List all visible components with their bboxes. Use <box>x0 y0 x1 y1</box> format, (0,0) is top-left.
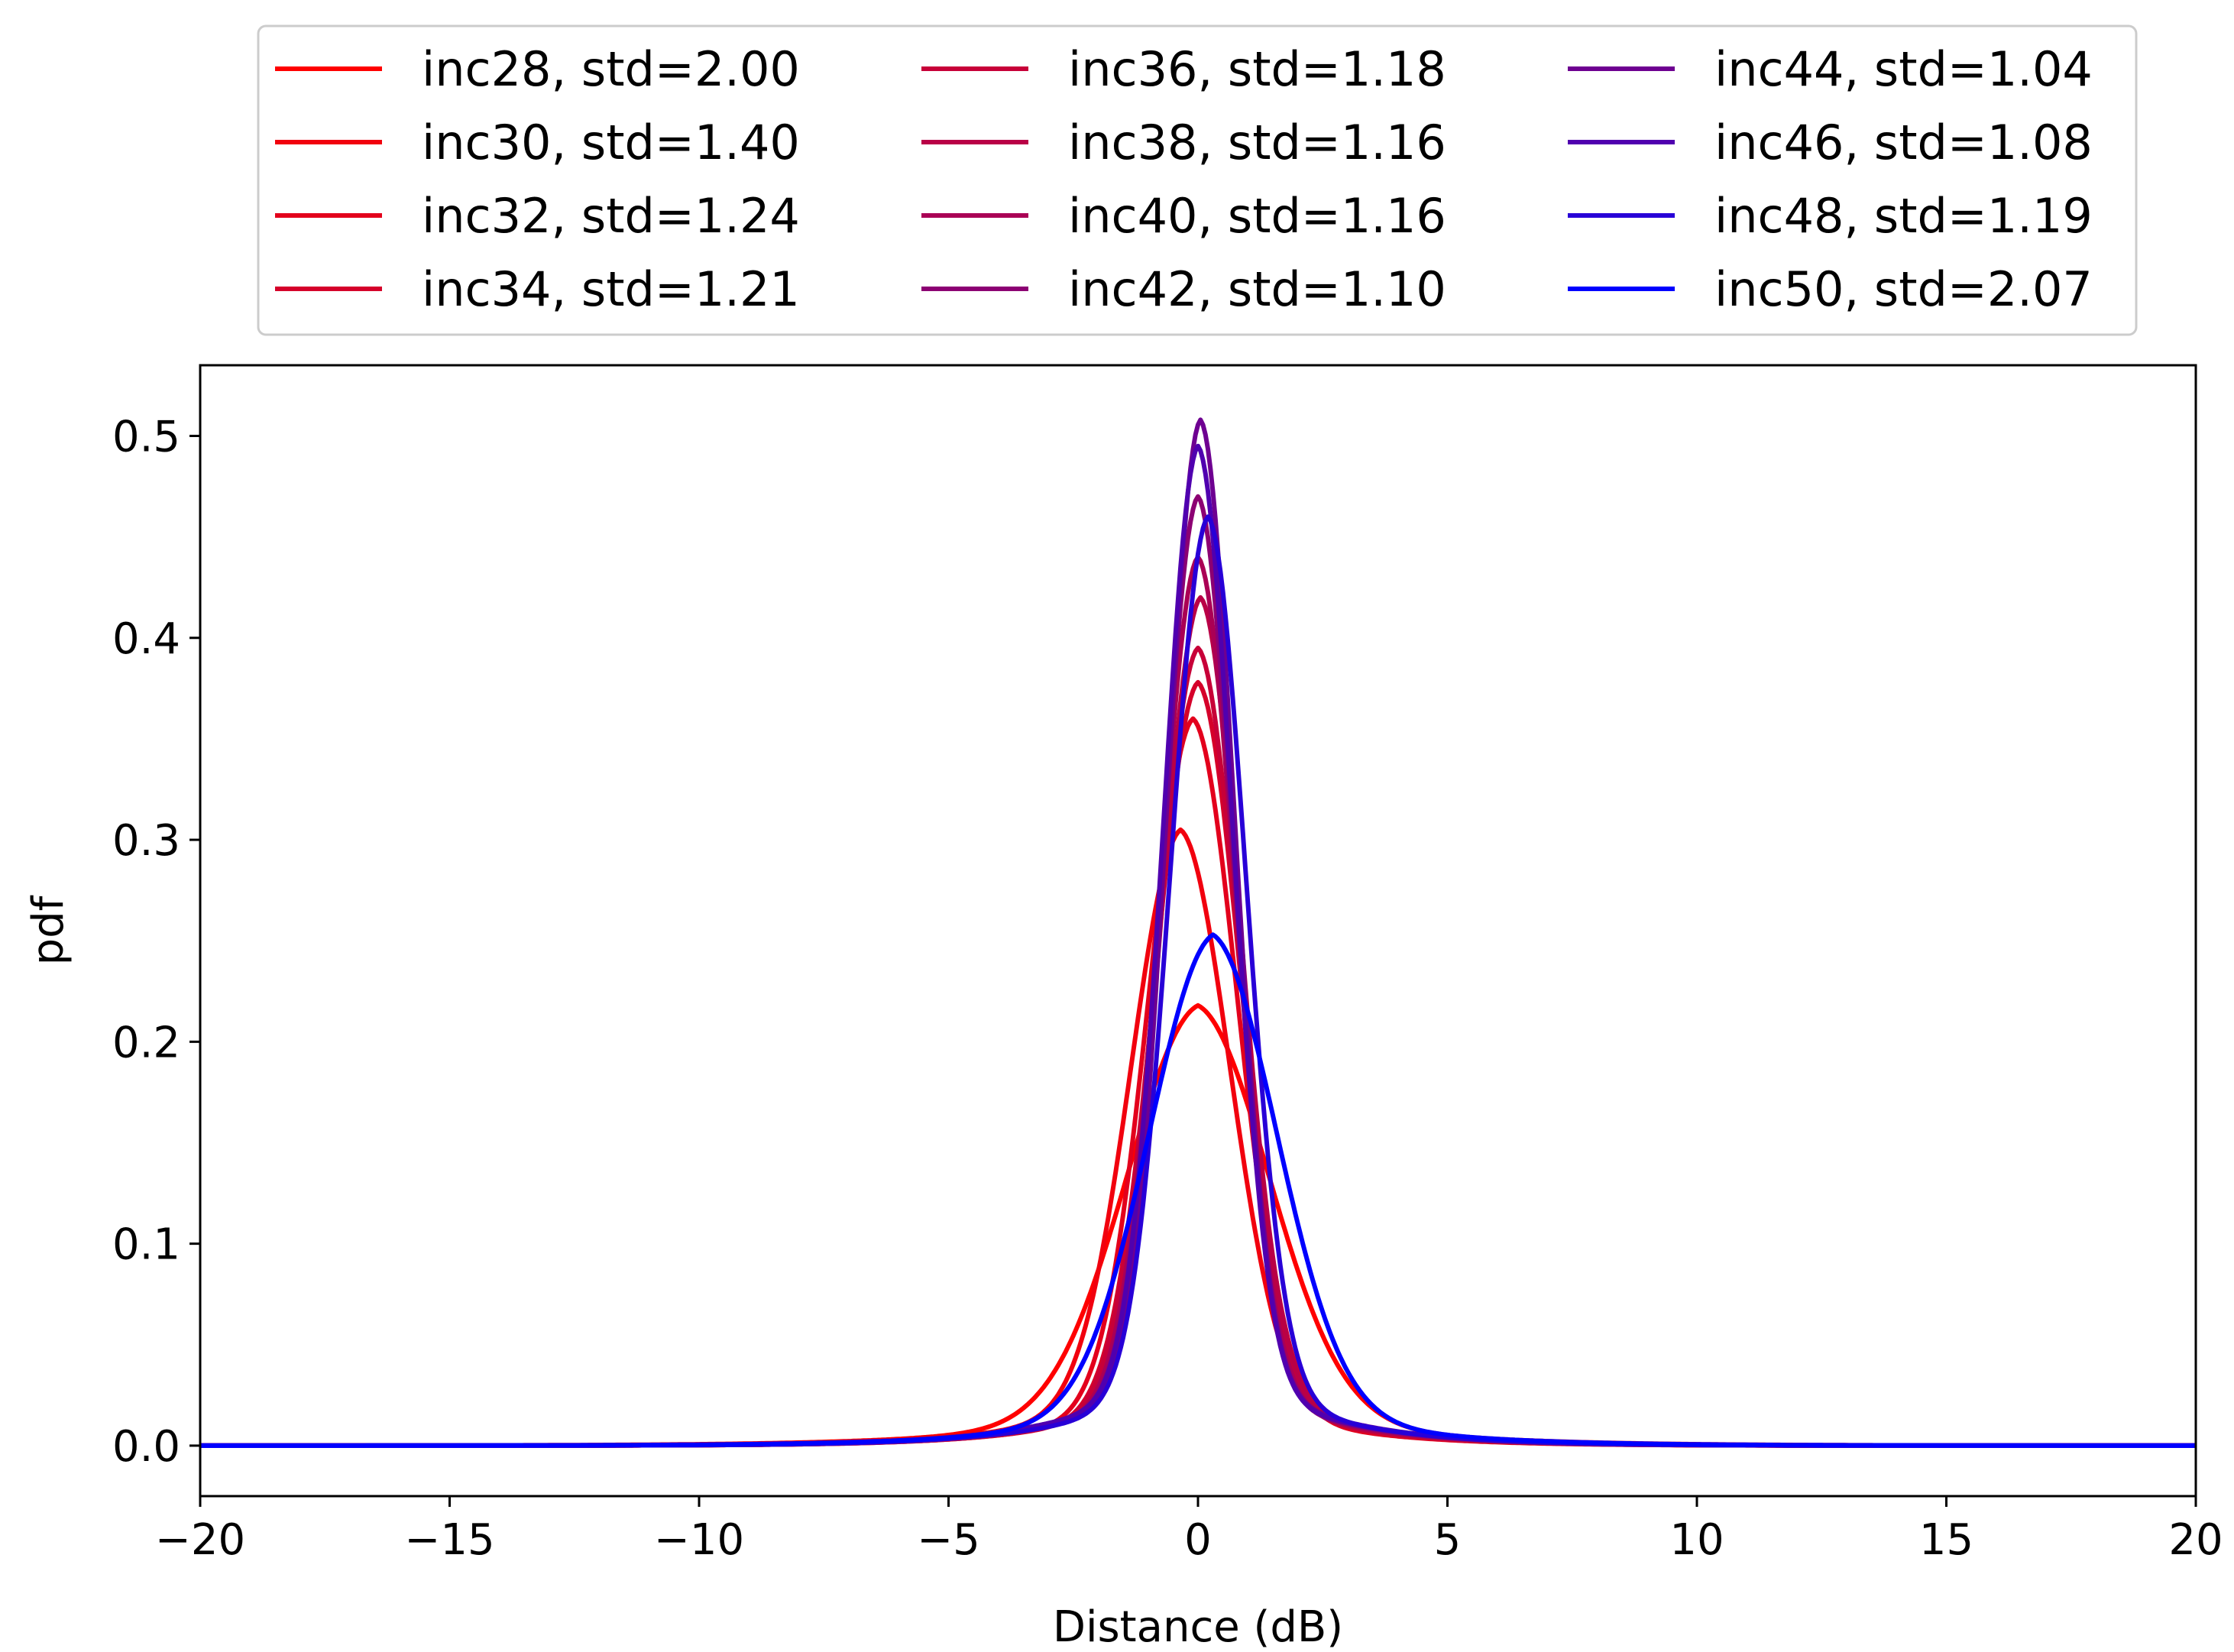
y-tick-label: 0.5 <box>112 413 180 462</box>
legend-label: inc32, std=1.24 <box>422 188 800 244</box>
legend-item: inc44, std=1.04 <box>1568 41 2093 97</box>
legend-label: inc48, std=1.19 <box>1714 188 2093 244</box>
series-group <box>200 417 2196 1448</box>
legend-item: inc36, std=1.18 <box>921 41 1446 97</box>
x-tick-label: −5 <box>917 1515 980 1565</box>
x-tick-label: −20 <box>155 1515 245 1565</box>
legend-item: inc32, std=1.24 <box>275 188 800 244</box>
y-tick-label: 0.4 <box>112 614 180 664</box>
legend-item: inc28, std=2.00 <box>275 41 800 97</box>
x-axis-label: Distance (dB) <box>1053 1602 1343 1652</box>
x-tick-label: −15 <box>404 1515 494 1565</box>
legend-label: inc30, std=1.40 <box>422 115 800 170</box>
legend-label: inc36, std=1.18 <box>1068 41 1446 97</box>
y-tick-label: 0.1 <box>112 1220 180 1270</box>
legend-frame <box>257 24 2138 336</box>
legend-label: inc50, std=2.07 <box>1714 261 2093 317</box>
y-axis: 0.0 0.1 0.2 0.3 0.4 0.5 <box>112 413 200 1472</box>
legend: inc28, std=2.00 inc30, std=1.40 inc32, std… <box>257 24 2138 336</box>
legend-item: inc38, std=1.16 <box>921 115 1446 170</box>
legend-item: inc40, std=1.16 <box>921 188 1446 244</box>
legend-label: inc38, std=1.16 <box>1068 115 1446 170</box>
legend-label: inc28, std=2.00 <box>422 41 800 97</box>
y-axis-label: pdf <box>24 895 73 965</box>
x-tick-label: −10 <box>654 1515 744 1565</box>
x-tick-label: 5 <box>1434 1515 1462 1565</box>
y-tick-label: 0.3 <box>112 816 180 866</box>
y-tick-label: 0.0 <box>112 1422 180 1472</box>
legend-item: inc34, std=1.21 <box>275 261 800 317</box>
x-axis: −20 −15 −10 −5 0 5 10 15 20 <box>155 1496 2223 1565</box>
legend-item: inc46, std=1.08 <box>1568 115 2093 170</box>
legend-item: inc42, std=1.10 <box>921 261 1446 317</box>
x-tick-label: 20 <box>2168 1515 2223 1565</box>
series-line-inc50 <box>200 932 2196 1448</box>
legend-label: inc40, std=1.16 <box>1068 188 1446 244</box>
legend-label: inc46, std=1.08 <box>1714 115 2093 170</box>
legend-item: inc30, std=1.40 <box>275 115 800 170</box>
legend-label: inc42, std=1.10 <box>1068 261 1446 317</box>
x-tick-label: 10 <box>1669 1515 1724 1565</box>
legend-label: inc34, std=1.21 <box>422 261 800 317</box>
x-tick-label: 15 <box>1919 1515 1973 1565</box>
x-tick-label: 0 <box>1184 1515 1212 1565</box>
plot-area: −20 −15 −10 −5 0 5 10 15 20 0.0 0.1 0.2 0.3 0.4 0.5 <box>112 364 2223 1565</box>
legend-item: inc48, std=1.19 <box>1568 188 2093 244</box>
y-tick-label: 0.2 <box>112 1018 180 1067</box>
legend-item: inc50, std=2.07 <box>1568 261 2093 317</box>
legend-label: inc44, std=1.04 <box>1714 41 2093 97</box>
